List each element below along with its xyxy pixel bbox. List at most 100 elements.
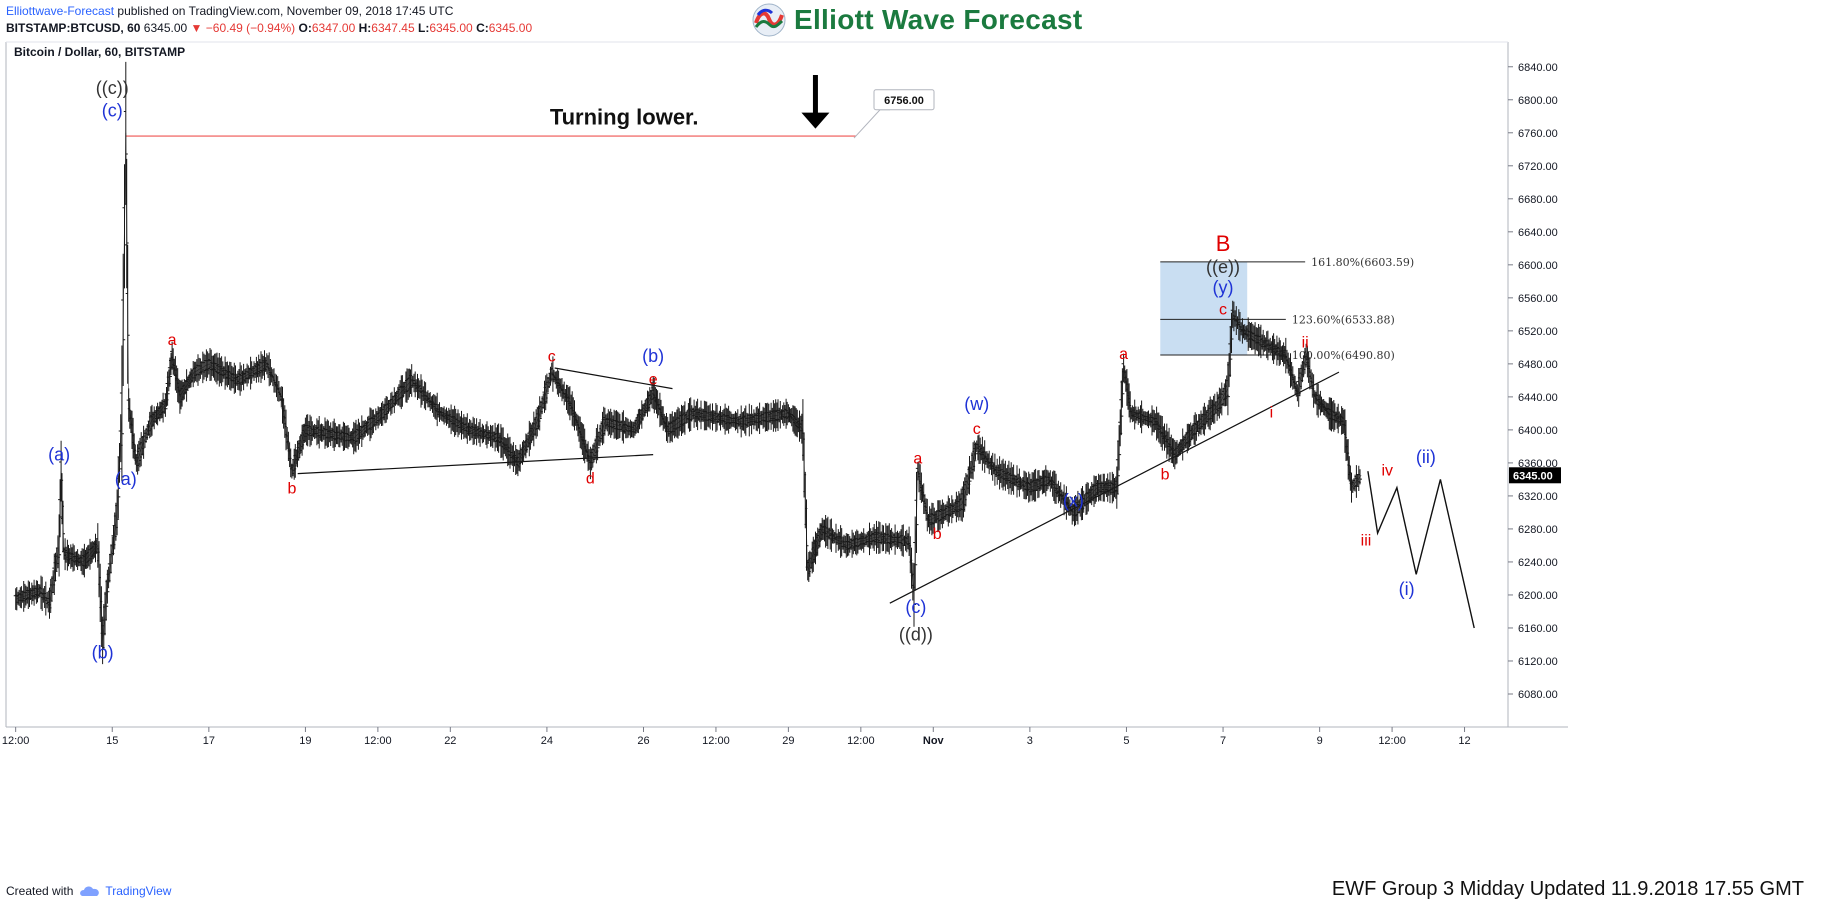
y-tick-label: 6840.00 <box>1518 62 1558 74</box>
wave-label: b <box>933 526 942 543</box>
wave-label: (b) <box>642 346 664 366</box>
wave-label: B <box>1216 231 1231 256</box>
y-tick-label: 6480.00 <box>1518 359 1558 371</box>
wave-label: (c) <box>102 100 123 120</box>
publisher-link[interactable]: Elliottwave-Forecast <box>6 4 115 18</box>
low-value: 6345.00 <box>429 21 473 35</box>
open-value: 6347.00 <box>311 21 356 35</box>
wave-logo-icon <box>752 3 786 37</box>
update-note: EWF Group 3 Midday Updated 11.9.2018 17.… <box>1331 878 1804 900</box>
price-tag-box <box>873 89 935 111</box>
y-tick-label: 6680.00 <box>1518 194 1558 206</box>
x-tick-label: 22 <box>444 735 456 747</box>
x-tick-label: 3 <box>1027 735 1033 747</box>
x-tick-label: 15 <box>106 735 118 747</box>
x-tick-label: 12:00 <box>1378 735 1406 747</box>
wave-label: a <box>913 451 922 468</box>
chart-header: Elliottwave-Forecast published on Tradin… <box>6 3 532 37</box>
wave-label: e <box>649 372 658 389</box>
current-price-tag <box>1509 467 1561 484</box>
projection-path <box>1367 471 1475 629</box>
footer-created-with: Created with TradingView <box>6 884 171 898</box>
y-tick-label: 6280.00 <box>1518 524 1558 536</box>
trendlines <box>125 135 1340 604</box>
change-down-icon: ▼ <box>190 21 203 35</box>
x-tick-label: 5 <box>1123 735 1129 747</box>
high-label: H: <box>358 21 372 35</box>
current-price-label: 6345.00 <box>1513 470 1553 482</box>
y-tick-label: 6080.00 <box>1518 689 1558 701</box>
x-tick-label: 12:00 <box>702 735 730 747</box>
y-tick-label: 6200.00 <box>1518 590 1558 602</box>
wave-label: ((c)) <box>96 78 129 98</box>
y-tick-label: 6560.00 <box>1518 293 1558 305</box>
x-tick-label: 12:00 <box>364 735 392 747</box>
fib-level-label: 123.60%(6533.88) <box>1292 313 1395 326</box>
y-tick-label: 6440.00 <box>1518 392 1558 404</box>
price-change: −60.49 (−0.94%) <box>205 21 296 35</box>
wave-label: a <box>168 332 177 349</box>
y-tick-label: 6160.00 <box>1518 623 1558 635</box>
wave-label: iv <box>1381 462 1393 479</box>
y-tick-label: 6520.00 <box>1518 326 1558 338</box>
wave-labels: ((c))(c)(a)(b)(a)abcd(b)eab(c)((d))(w)c(… <box>48 78 1436 663</box>
wave-label: (x) <box>1063 491 1084 511</box>
price-series <box>13 61 1475 665</box>
wave-label: ((d)) <box>899 624 933 644</box>
wave-label: ((e)) <box>1206 257 1240 277</box>
wave-label: (b) <box>92 643 114 663</box>
price-tag-label: 6756.00 <box>884 95 924 107</box>
y-tick-label: 6600.00 <box>1518 260 1558 272</box>
tradingview-link[interactable]: TradingView <box>105 884 172 898</box>
chart-title: Bitcoin / Dollar, 60, BITSTAMP <box>14 45 185 59</box>
x-tick-label: 17 <box>203 735 215 747</box>
x-tick-label: 9 <box>1317 735 1323 747</box>
logo-text: Elliott Wave Forecast <box>794 4 1083 35</box>
x-tick-label: 19 <box>299 735 311 747</box>
wave-label: (ii) <box>1416 447 1436 467</box>
price-line <box>15 132 1362 641</box>
close-value: 6345.00 <box>488 21 533 35</box>
published-text: published on TradingView.com, November 0… <box>117 4 454 18</box>
y-tick-label: 6360.00 <box>1518 458 1558 470</box>
last-price: 6345.00 <box>143 21 188 35</box>
annotations: Turning lower. 6756.00 <box>550 75 935 139</box>
symbol: BITSTAMP:BTCUSD, 60 <box>6 21 141 35</box>
x-tick-label: 12:00 <box>847 735 875 747</box>
wave-label: c <box>973 421 981 438</box>
y-tick-label: 6640.00 <box>1518 227 1558 239</box>
fib-level-label: 161.80%(6603.59) <box>1311 256 1414 269</box>
price-chart[interactable]: Bitcoin / Dollar, 60, BITSTAMP 6080.00 61… <box>0 0 1828 870</box>
wave-label: i <box>1270 405 1274 422</box>
wave-label: iii <box>1361 532 1372 549</box>
fib-level-label: 100.00%(6490.80) <box>1292 349 1395 362</box>
trendline <box>297 454 654 475</box>
wave-label: (y) <box>1213 278 1234 298</box>
low-label: L: <box>418 21 430 35</box>
x-tick-label: 12:00 <box>2 735 30 747</box>
wave-label: ii <box>1302 334 1309 351</box>
y-tick-label: 6240.00 <box>1518 557 1558 569</box>
wave-label: a <box>1119 346 1128 363</box>
y-tick-label: 6120.00 <box>1518 656 1558 668</box>
x-tick-label: 24 <box>541 735 553 747</box>
wave-label: (c) <box>905 597 926 617</box>
wave-label: b <box>287 480 296 497</box>
wave-label: (a) <box>115 469 137 489</box>
wave-label: d <box>586 471 595 488</box>
y-tick-label: 6400.00 <box>1518 425 1558 437</box>
y-tick-label: 6320.00 <box>1518 491 1558 503</box>
y-tick-label: 6720.00 <box>1518 161 1558 173</box>
publish-line: Elliottwave-Forecast published on Tradin… <box>6 3 532 20</box>
x-tick-label: Nov <box>923 735 945 747</box>
axes: 6080.00 6120.00 6160.00 6200.00 6240.00 6280.… <box>2 41 1568 747</box>
created-with-text: Created with <box>6 884 74 898</box>
wave-label: (a) <box>48 444 70 464</box>
x-tick-label: 7 <box>1220 735 1226 747</box>
y-tick-label: 6800.00 <box>1518 95 1558 107</box>
ohlc-line: BITSTAMP:BTCUSD, 60 6345.00 ▼ −60.49 (−0… <box>6 20 532 37</box>
wave-label: (i) <box>1399 579 1415 599</box>
wave-label: b <box>1161 466 1170 483</box>
tradingview-cloud-icon <box>80 886 100 896</box>
down-arrow-head-icon <box>801 112 830 129</box>
